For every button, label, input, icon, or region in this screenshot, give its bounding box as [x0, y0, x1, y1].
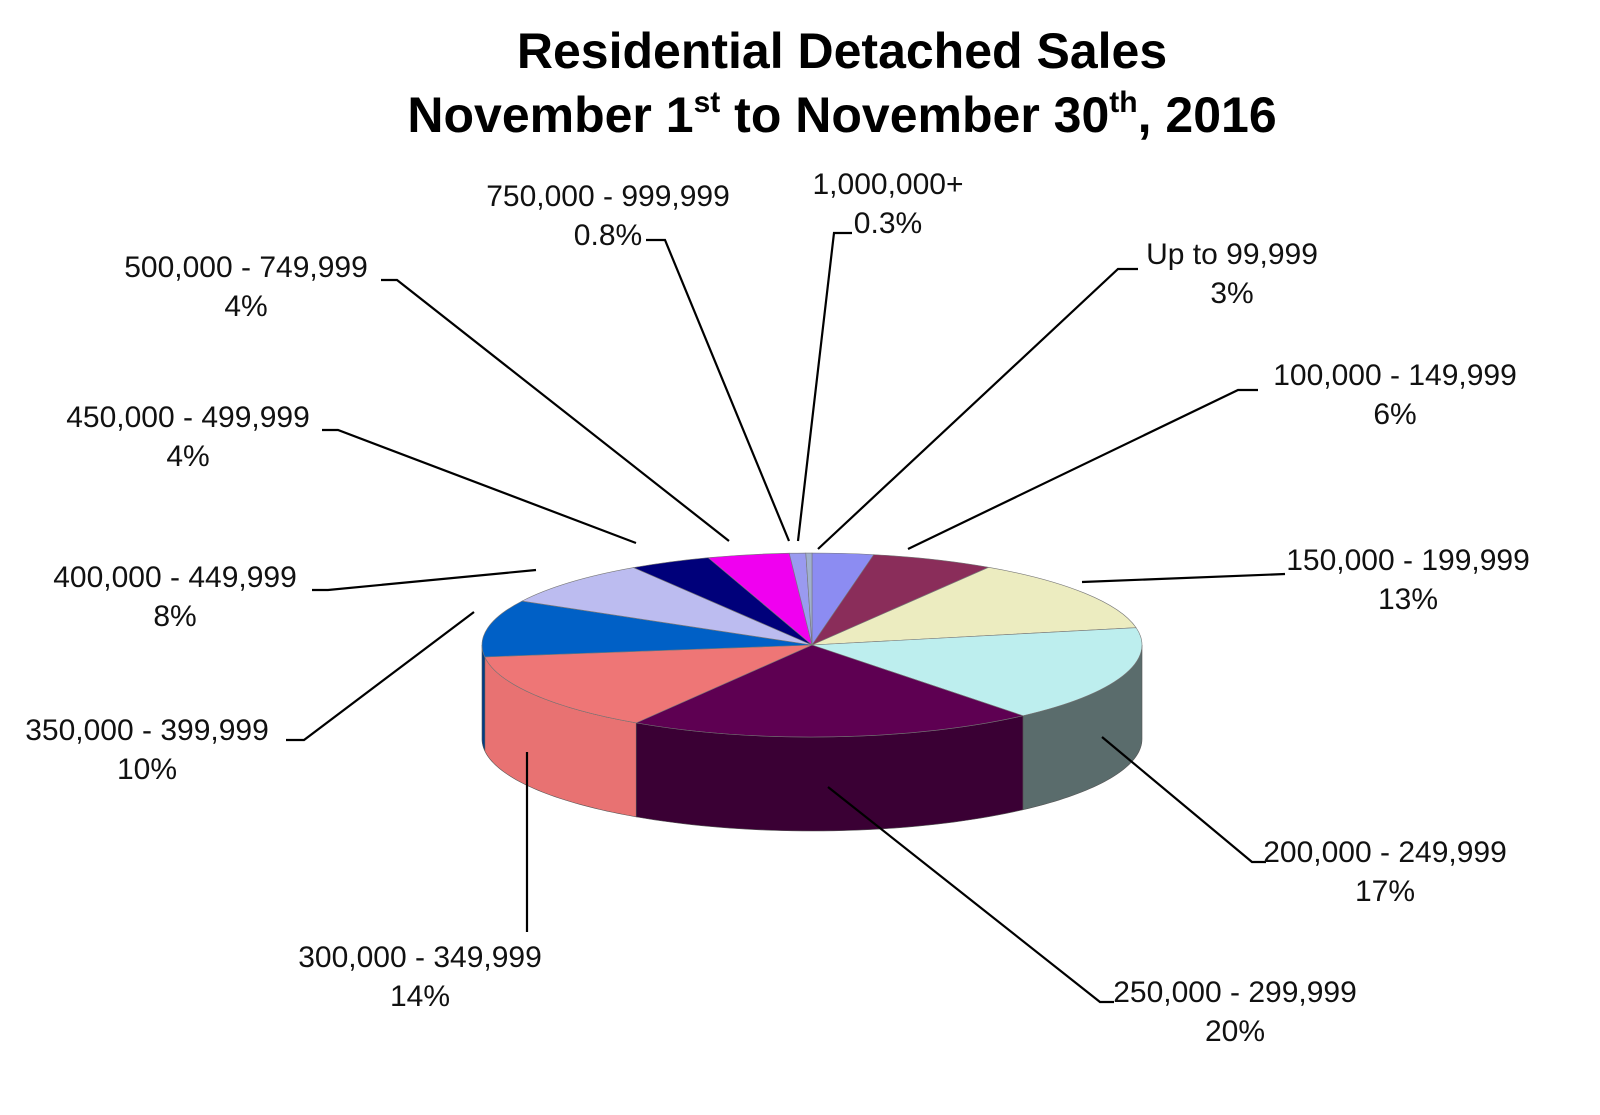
leader-line-400-000-449-999 [312, 568, 537, 592]
slice-labels: Up to 99,999 3% 100,000 - 149,999 6% 150,000… [25, 168, 1530, 1048]
slice-percent-1-000-000: 0.3% [854, 207, 922, 240]
slice-percent-200-000-249-999: 17% [1355, 875, 1415, 908]
leader-line-1-000-000 [796, 231, 852, 542]
slice-percent-up-to-99-999: 3% [1210, 277, 1253, 310]
pie-sides [481, 644, 1143, 832]
slice-label-500-000-749-999: 500,000 - 749,999 [124, 251, 368, 284]
slice-100-000-149-999 [811, 554, 990, 646]
slice-percent-250-000-299-999: 20% [1205, 1015, 1265, 1048]
slice-percent-300-000-349-999: 14% [390, 980, 450, 1013]
slice-percent-400-000-449-999: 8% [153, 600, 196, 633]
slice-1-000-000 [805, 552, 813, 646]
slice-label-300-000-349-999: 300,000 - 349,999 [298, 941, 542, 974]
slice-250-000-299-999 [635, 644, 1025, 738]
slice-350-000-399-999 [481, 600, 813, 658]
slice-percent-150-000-199-999: 13% [1378, 583, 1438, 616]
leader-line-150-000-199-999 [1081, 572, 1286, 584]
slice-200-000-249-999 [811, 627, 1143, 717]
slice-label-150-000-199-999: 150,000 - 199,999 [1286, 544, 1530, 577]
leader-line-350-000-399-999 [286, 611, 475, 742]
slice-percent-500-000-749-999: 4% [224, 290, 267, 323]
slice-400-000-449-999 [521, 567, 813, 646]
slice-percent-750-000-999-999: 0.8% [574, 219, 642, 252]
slice-percent-100-000-149-999: 6% [1373, 398, 1416, 431]
slice-label-450-000-499-999: 450,000 - 499,999 [66, 401, 310, 434]
pie-slices [481, 552, 1143, 738]
leader-line-450-000-499-999 [322, 428, 637, 545]
slice-label-100-000-149-999: 100,000 - 149,999 [1273, 359, 1517, 392]
leader-line-100-000-149-999 [907, 388, 1258, 550]
slice-label-200-000-249-999: 200,000 - 249,999 [1263, 836, 1507, 869]
slice-percent-450-000-499-999: 4% [166, 440, 209, 473]
slice-300-000-349-999 [484, 644, 813, 724]
title-line-2: November 1st to November 30th, 2016 [407, 86, 1276, 143]
slice-label-1-000-000: 1,000,000+ [813, 168, 964, 201]
slice-label-750-000-999-999: 750,000 - 999,999 [486, 180, 730, 213]
slice-label-350-000-399-999: 350,000 - 399,999 [25, 714, 269, 747]
leader-line-500-000-749-999 [381, 278, 730, 542]
leader-line-200-000-249-999 [1101, 736, 1266, 864]
slice-side-350-000-399-999 [481, 645, 486, 752]
slice-label-up-to-99-999: Up to 99,999 [1146, 238, 1318, 271]
slice-label-250-000-299-999: 250,000 - 299,999 [1113, 976, 1357, 1009]
leader-line-750-000-999-999 [646, 238, 791, 542]
leader-line-up-to-99-999 [817, 267, 1138, 550]
slice-150-000-199-999 [811, 566, 1137, 646]
leader-line-250-000-299-999 [827, 786, 1114, 1004]
slice-label-400-000-449-999: 400,000 - 449,999 [53, 561, 297, 594]
title-line-1: Residential Detached Sales [517, 23, 1167, 79]
leader-lines [286, 231, 1286, 1004]
chart-title: Residential Detached Sales November 1st … [407, 23, 1276, 143]
slice-percent-350-000-399-999: 10% [117, 753, 177, 786]
